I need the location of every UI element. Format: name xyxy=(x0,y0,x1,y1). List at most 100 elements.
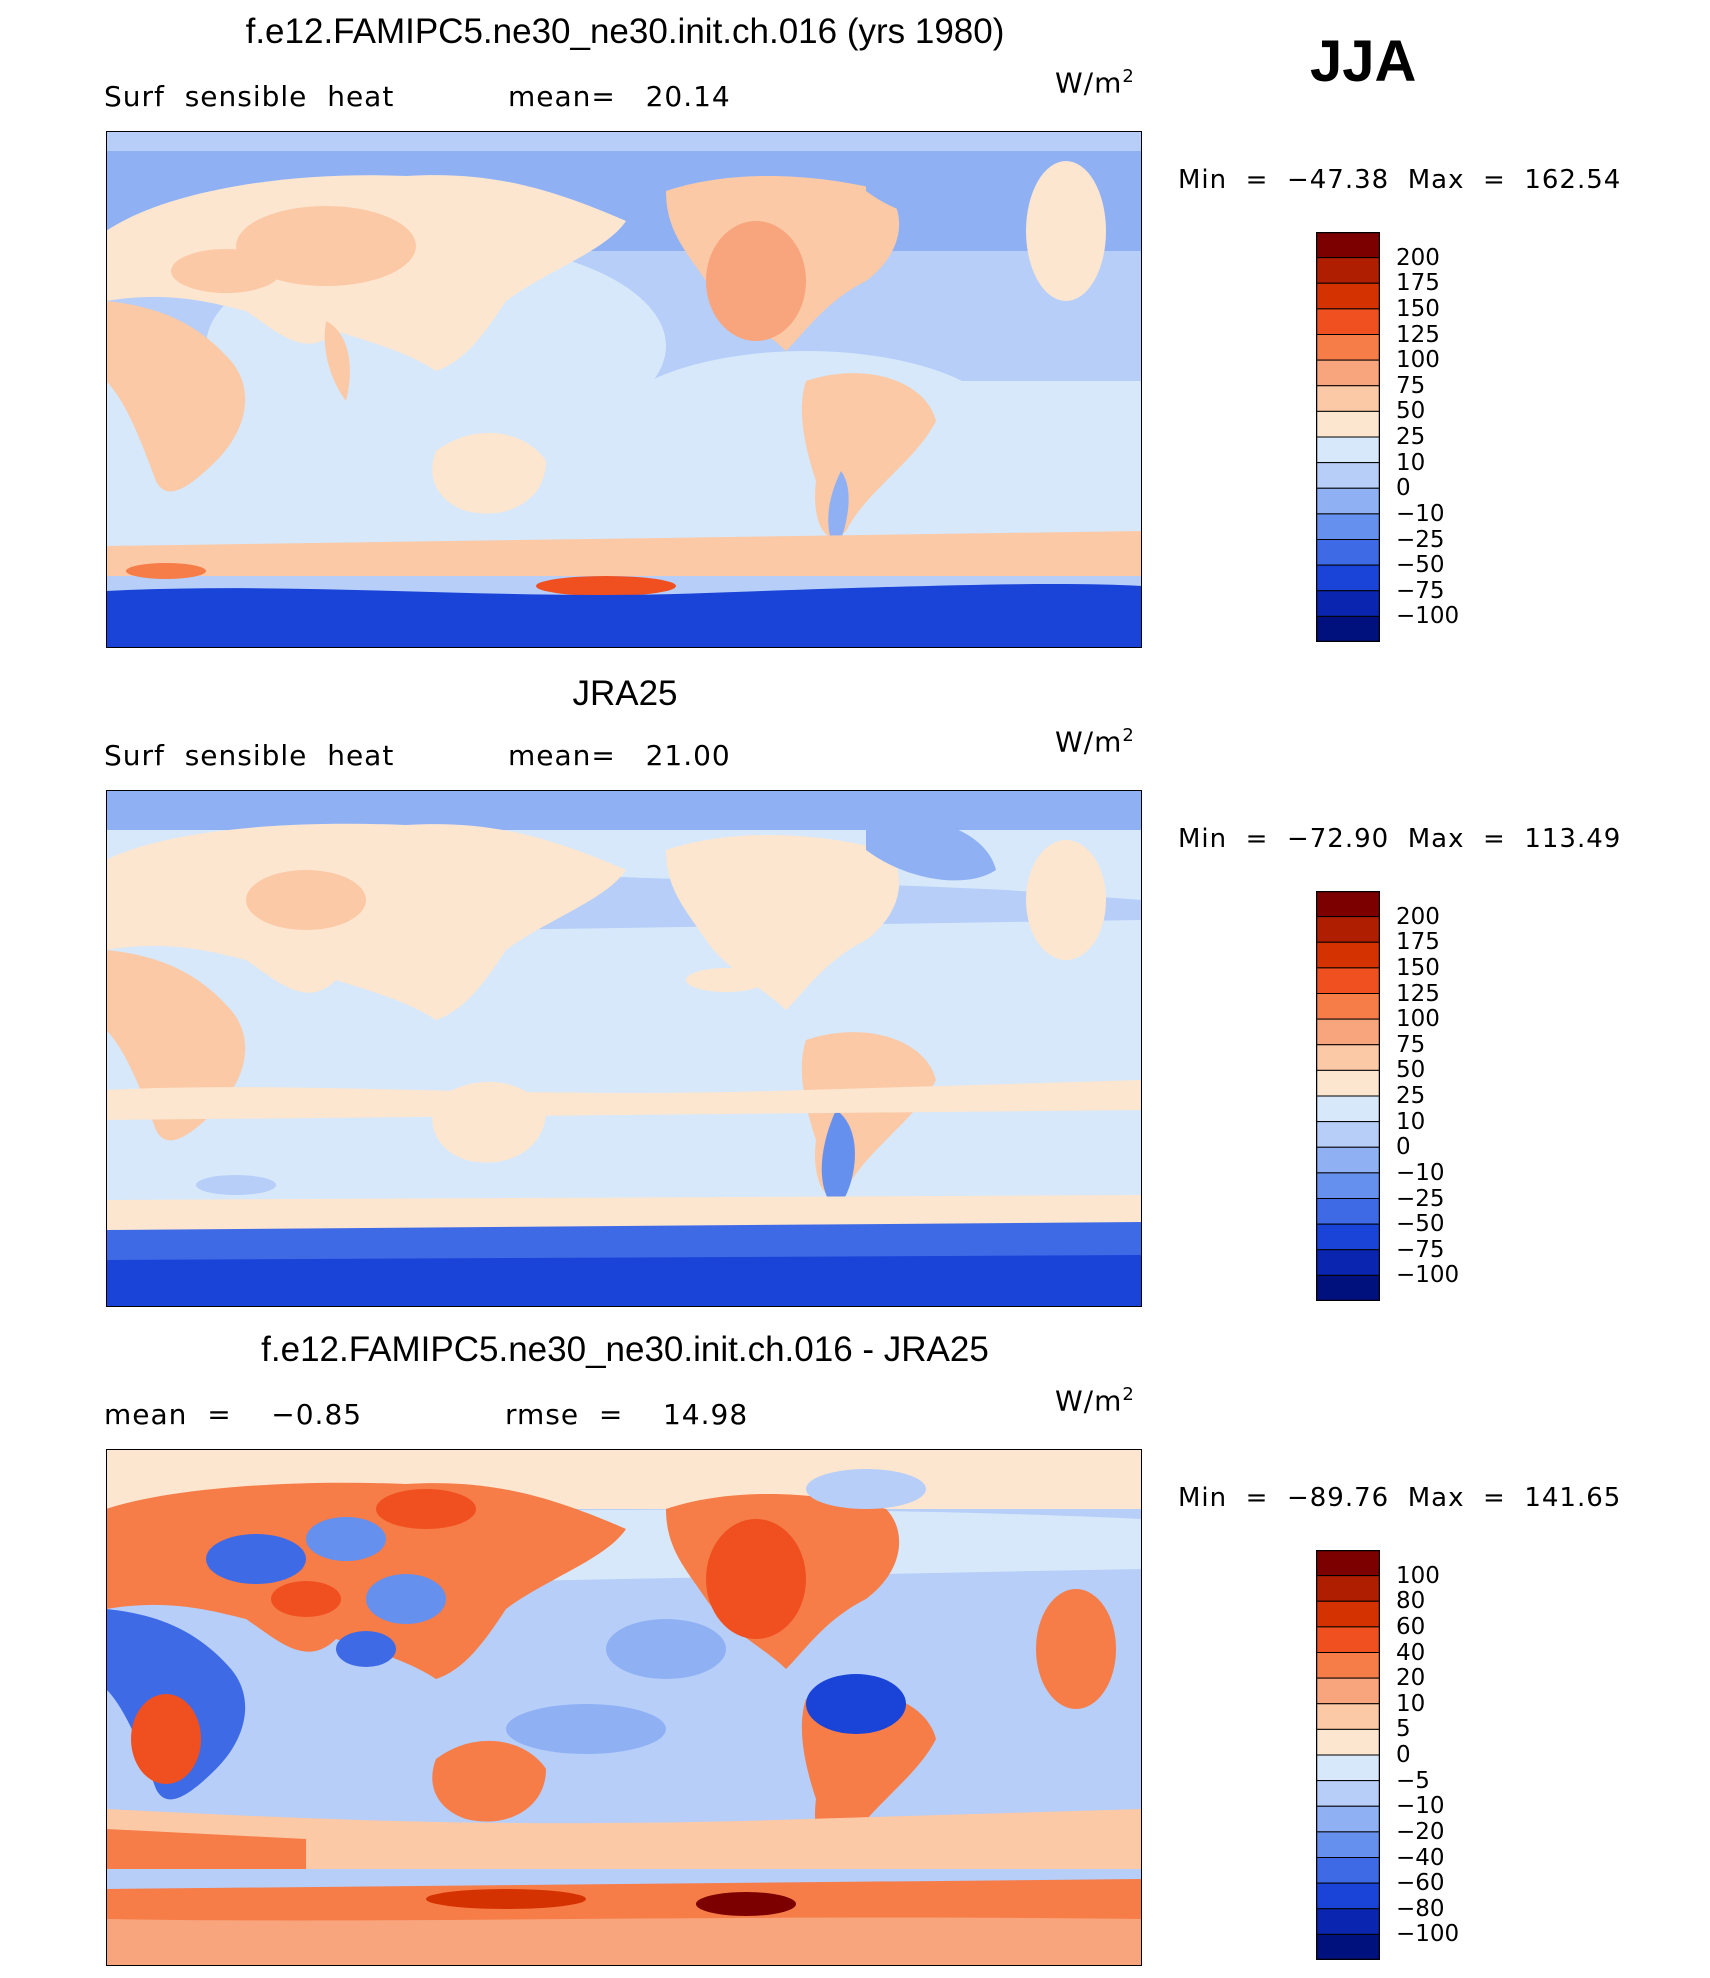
colorbar-outline xyxy=(1316,232,1380,642)
min-max-readout: Min = −89.76 Max = 141.65 xyxy=(1178,1483,1622,1513)
colorbar-swatch xyxy=(1316,590,1380,617)
colorbar-tick-label: 10 xyxy=(1396,1108,1426,1135)
colorbar-swatch xyxy=(1316,1677,1380,1705)
variable-name: Surf sensible heat xyxy=(104,739,395,772)
colorbar-tick-label: 100 xyxy=(1396,1006,1440,1033)
colorbar-labels: 200 175 150 125 100 75 50 25 10 0 −10 −25 −50 −75 −100 xyxy=(1396,232,1516,642)
colorbar-tick-label: 175 xyxy=(1396,929,1440,956)
units-label: W/m2 xyxy=(1055,725,1135,759)
panel-observations: JRA25 Surf sensible heat mean= 21.00 W/m… xyxy=(0,659,1710,1319)
colorbar-swatch xyxy=(1316,1600,1380,1628)
colorbar-swatch xyxy=(1316,1550,1380,1577)
colorbar-tick-label: 100 xyxy=(1396,347,1440,374)
colorbar-tick-label: 200 xyxy=(1396,244,1440,271)
colorbar-tick-label: −10 xyxy=(1396,1793,1445,1820)
colorbar-tick-label: 50 xyxy=(1396,398,1426,425)
colorbar-swatch xyxy=(1316,308,1380,335)
colorbar-swatch xyxy=(1316,1249,1380,1276)
colorbar xyxy=(1316,232,1380,642)
panel-difference: f.e12.FAMIPC5.ne30_ne30.init.ch.016 - JR… xyxy=(0,1318,1710,1978)
colorbar-tick-label: 10 xyxy=(1396,1690,1426,1717)
colorbar-swatch xyxy=(1316,941,1380,969)
colorbar-tick-label: −50 xyxy=(1396,552,1445,579)
colorbar-swatch xyxy=(1316,487,1380,515)
colorbar-swatch xyxy=(1316,282,1380,310)
panel-model: f.e12.FAMIPC5.ne30_ne30.init.ch.016 (yrs… xyxy=(0,0,1710,660)
colorbar-tick-label: −5 xyxy=(1396,1767,1430,1794)
colorbar-swatch xyxy=(1316,1172,1380,1199)
colorbar-swatch xyxy=(1316,564,1380,592)
map-difference-field xyxy=(106,1449,1142,1966)
min-max-readout: Min = −72.90 Max = 113.49 xyxy=(1178,824,1622,854)
colorbar xyxy=(1316,1550,1380,1960)
mean-value: mean = −0.85 xyxy=(104,1398,363,1431)
colorbar xyxy=(1316,891,1380,1301)
colorbar-swatch xyxy=(1316,1044,1380,1071)
colorbar-tick-label: 125 xyxy=(1396,321,1440,348)
colorbar-swatch xyxy=(1316,1274,1380,1301)
colorbar-tick-label: −25 xyxy=(1396,1185,1445,1212)
colorbar-tick-label: −75 xyxy=(1396,577,1445,604)
colorbar-swatch xyxy=(1316,1146,1380,1174)
colorbar-tick-label: 125 xyxy=(1396,980,1440,1007)
colorbar-swatch xyxy=(1316,1933,1380,1960)
colorbar-tick-label: 0 xyxy=(1396,475,1411,502)
colorbar-swatch xyxy=(1316,1831,1380,1858)
colorbar-tick-label: −40 xyxy=(1396,1844,1445,1871)
colorbar-swatch xyxy=(1316,993,1380,1020)
variable-name: Surf sensible heat xyxy=(104,80,395,113)
colorbar-swatch xyxy=(1316,1223,1380,1251)
colorbar-swatch xyxy=(1316,1754,1380,1782)
colorbar-tick-label: 0 xyxy=(1396,1134,1411,1161)
colorbar-swatch xyxy=(1316,1575,1380,1602)
colorbar-tick-label: 25 xyxy=(1396,424,1426,450)
colorbar-swatch xyxy=(1316,257,1380,284)
colorbar-tick-label: 150 xyxy=(1396,954,1440,981)
colorbar-swatch xyxy=(1316,1780,1380,1807)
colorbar-swatch xyxy=(1316,410,1380,438)
colorbar-swatch xyxy=(1316,359,1380,387)
colorbar-swatch xyxy=(1316,1652,1380,1679)
colorbar-tick-label: 10 xyxy=(1396,449,1426,476)
panel-title: f.e12.FAMIPC5.ne30_ne30.init.ch.016 (yrs… xyxy=(245,12,1005,51)
mean-value: mean= 20.14 xyxy=(508,80,731,113)
colorbar-tick-label: 5 xyxy=(1396,1716,1411,1743)
colorbar-swatch xyxy=(1316,1018,1380,1046)
colorbar-tick-label: 20 xyxy=(1396,1665,1426,1692)
season-label: JJA xyxy=(1310,29,1417,94)
colorbar-swatch xyxy=(1316,1728,1380,1756)
colorbar-swatch xyxy=(1316,334,1380,361)
units-label: W/m2 xyxy=(1055,1384,1135,1418)
colorbar-tick-label: 150 xyxy=(1396,295,1440,322)
panel-title: JRA25 xyxy=(572,674,678,713)
colorbar-swatch xyxy=(1316,539,1380,566)
colorbar-swatch xyxy=(1316,1198,1380,1225)
colorbar-swatch xyxy=(1316,232,1380,259)
colorbar-swatch xyxy=(1316,1095,1380,1123)
colorbar-tick-label: −100 xyxy=(1396,1921,1460,1948)
colorbar-swatch xyxy=(1316,462,1380,489)
colorbar-tick-label: 60 xyxy=(1396,1613,1426,1640)
colorbar-tick-label: 50 xyxy=(1396,1057,1426,1084)
colorbar-outline xyxy=(1316,891,1380,1301)
colorbar-tick-label: 25 xyxy=(1396,1083,1426,1109)
colorbar-swatch xyxy=(1316,1805,1380,1833)
colorbar-tick-label: −80 xyxy=(1396,1895,1445,1922)
units-label: W/m2 xyxy=(1055,66,1135,100)
colorbar-tick-label: −100 xyxy=(1396,1262,1460,1289)
colorbar-tick-label: −25 xyxy=(1396,526,1445,553)
colorbar-swatch xyxy=(1316,1857,1380,1884)
colorbar-tick-label: −60 xyxy=(1396,1870,1445,1897)
colorbar-tick-label: −10 xyxy=(1396,500,1445,527)
colorbar-labels: 200 175 150 125 100 75 50 25 10 0 −10 −25 −50 −75 −100 xyxy=(1396,891,1516,1301)
panel-title: f.e12.FAMIPC5.ne30_ne30.init.ch.016 - JR… xyxy=(261,1330,989,1369)
colorbar-swatch xyxy=(1316,891,1380,918)
colorbar-swatch xyxy=(1316,1908,1380,1935)
colorbar-tick-label: 75 xyxy=(1396,372,1426,399)
colorbar-tick-label: 200 xyxy=(1396,903,1440,930)
colorbar-tick-label: 75 xyxy=(1396,1031,1426,1058)
colorbar-swatch xyxy=(1316,1882,1380,1910)
colorbar-tick-label: −100 xyxy=(1396,603,1460,630)
colorbar-tick-label: 40 xyxy=(1396,1639,1426,1666)
colorbar-swatch xyxy=(1316,916,1380,943)
